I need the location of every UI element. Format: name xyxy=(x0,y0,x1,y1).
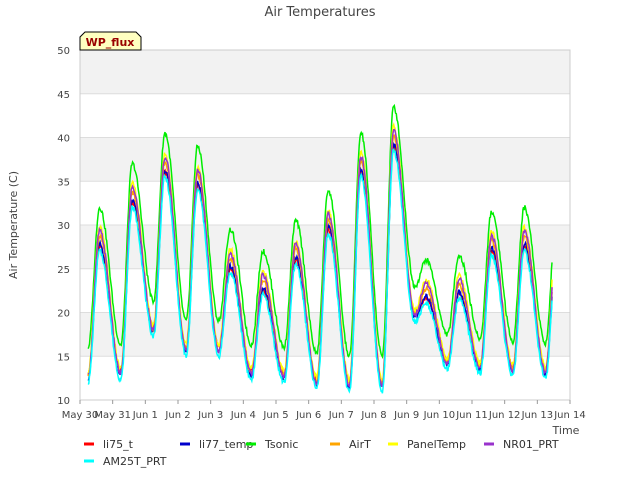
wp-flux-badge: WP_flux xyxy=(79,31,142,51)
x-tick-label: Jun 4 xyxy=(230,410,256,421)
legend: li75_t li77_temp Tsonic AirT PanelTemp NR01_P… xyxy=(84,438,559,468)
axes xyxy=(79,49,571,401)
series-lines xyxy=(87,103,553,394)
band-15 xyxy=(80,312,570,357)
series-line-am25t-prt xyxy=(87,148,553,394)
band-45 xyxy=(80,50,570,94)
x-axis-label: Time xyxy=(552,424,580,437)
y-tick-label: 25 xyxy=(57,265,70,276)
band-40 xyxy=(80,93,570,138)
x-tick-label: Jun 3 xyxy=(197,410,223,421)
legend-label-li75-t: li75_t xyxy=(103,438,134,451)
badge-shape xyxy=(79,31,142,51)
legend-label-airt: AirT xyxy=(349,438,371,451)
band-35 xyxy=(80,137,570,182)
legend-label-paneltemp: PanelTemp xyxy=(407,438,466,451)
y-tick-label: 35 xyxy=(57,177,70,188)
x-tick-label: Jun 9 xyxy=(393,410,419,421)
x-tick-label: May 31 xyxy=(94,410,131,421)
x-tick-label: Jun 2 xyxy=(164,410,190,421)
x-tick-label: Jun 10 xyxy=(423,410,456,421)
legend-label-nr01-prt: NR01_PRT xyxy=(503,438,559,451)
legend-label-am25t-prt: AM25T_PRT xyxy=(103,455,167,468)
legend-label-tsonic: Tsonic xyxy=(264,438,298,451)
x-tick-label: Jun 11 xyxy=(455,410,488,421)
x-tick-label: Jun 1 xyxy=(132,410,158,421)
band-10 xyxy=(80,356,570,400)
x-tick-label: Jun 7 xyxy=(328,410,354,421)
y-tick-label: 45 xyxy=(57,90,70,101)
x-tick-label: Jun 5 xyxy=(262,410,288,421)
y-tick-label: 15 xyxy=(57,352,70,363)
y-tick-labels: 10 15 20 25 30 35 40 45 50 xyxy=(57,46,70,407)
badge-label: WP_flux xyxy=(86,36,135,49)
y-tick-label: 40 xyxy=(57,134,70,145)
series-line-tsonic xyxy=(87,103,553,360)
x-tick-label: Jun 8 xyxy=(360,410,386,421)
x-tick-label: Jun 14 xyxy=(553,410,586,421)
plot-frame xyxy=(79,49,571,401)
x-tick-label: May 30 xyxy=(62,410,99,421)
y-tick-label: 50 xyxy=(57,46,70,57)
y-tick-label: 20 xyxy=(57,309,70,320)
y-axis-label: Air Temperature (C) xyxy=(7,171,20,279)
y-tick-label: 10 xyxy=(57,396,70,407)
x-tick-label: Jun 6 xyxy=(295,410,321,421)
x-tick-label: Jun 12 xyxy=(488,410,521,421)
y-tick-label: 30 xyxy=(57,221,70,232)
chart-title: Air Temperatures xyxy=(264,5,375,20)
x-tick-label: Jun 13 xyxy=(521,410,554,421)
legend-label-li77-temp: li77_temp xyxy=(199,438,253,451)
